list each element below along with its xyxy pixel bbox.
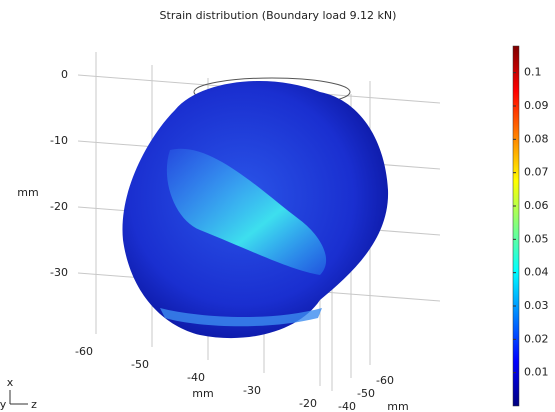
z-tick-label: 0 <box>61 68 68 81</box>
z-axis-label: mm <box>17 186 38 199</box>
triad-label: x <box>7 376 14 389</box>
x-tick-label: -40 <box>187 371 205 384</box>
colorbar-tick-label: 0.03 <box>524 299 549 312</box>
triad-label: z <box>31 398 37 411</box>
z-tick-label: -10 <box>50 134 68 147</box>
colorbar-tick-label: 0.06 <box>524 199 549 212</box>
colorbar-tick-label: 0.02 <box>524 332 549 345</box>
x-tick-label: -30 <box>243 384 261 397</box>
x-axis-label: mm <box>192 387 213 400</box>
z-tick-label: -20 <box>50 200 68 213</box>
x-tick-label: -60 <box>75 345 93 358</box>
x-tick-label: -50 <box>131 358 149 371</box>
colorbar-tick-label: 0.09 <box>524 99 549 112</box>
colorbar-tick-label: 0.04 <box>524 266 549 279</box>
colorbar-tick-label: 0.1 <box>524 66 542 79</box>
chart: Strain distribution (Boundary load 9.12 … <box>0 0 555 412</box>
colorbar-tick-label: 0.01 <box>524 366 549 379</box>
colorbar-tick-label: 0.05 <box>524 232 549 245</box>
y-axis-label: mm <box>387 400 408 412</box>
y-tick-label: -50 <box>357 387 375 400</box>
z-tick-label: -30 <box>50 266 68 279</box>
colorbar-tick-label: 0.07 <box>524 166 549 179</box>
y-tick-label: -40 <box>338 400 356 412</box>
colorbar-tick-label: 0.08 <box>524 132 549 145</box>
colorbar <box>513 46 519 406</box>
y-tick-label: -60 <box>376 374 394 387</box>
triad-label: y <box>0 398 7 411</box>
x-tick-label: -20 <box>299 397 317 410</box>
chart-title: Strain distribution (Boundary load 9.12 … <box>160 9 397 22</box>
